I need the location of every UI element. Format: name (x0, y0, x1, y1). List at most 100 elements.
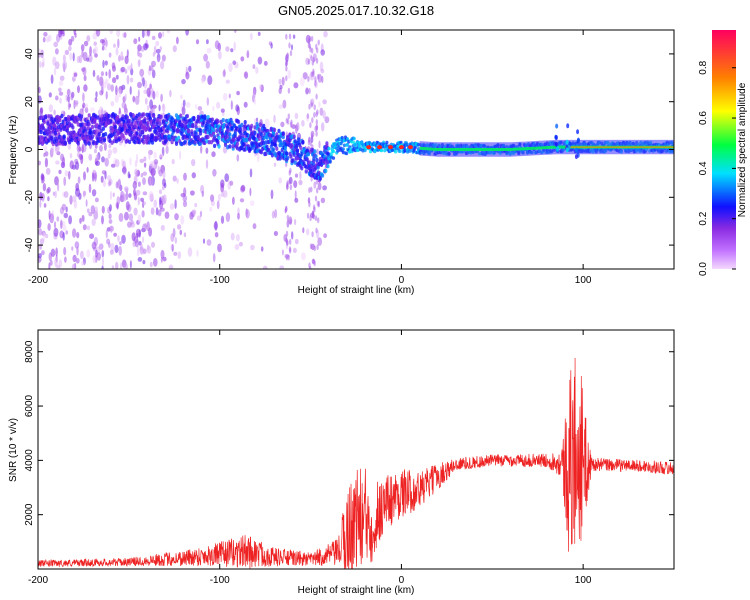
noise-blob (39, 60, 42, 69)
x-tick-label: -100 (210, 275, 230, 286)
noise-blob (172, 175, 177, 182)
noise-blob (101, 257, 105, 267)
noise-blob (162, 199, 167, 205)
noise-blob (114, 159, 120, 168)
noise-blob (252, 89, 256, 99)
snr-frame (37, 329, 675, 570)
noise-blob (313, 206, 316, 213)
noise-blob (170, 233, 175, 242)
noise-blob (239, 198, 245, 203)
noise-blob (42, 183, 47, 192)
ridge-blob (39, 129, 43, 135)
y-tick-label: -40 (24, 237, 35, 252)
noise-blob (232, 196, 235, 205)
ridge-blob (313, 149, 317, 154)
noise-blob (64, 256, 67, 263)
noise-blob (137, 59, 140, 67)
noise-blob (288, 178, 291, 185)
spectrogram-y-label: Frequency (Hz) (8, 116, 19, 185)
noise-blob (255, 117, 259, 123)
noise-blob (118, 55, 121, 62)
ridge-blob (315, 158, 319, 163)
snr-series-line (37, 358, 675, 570)
noise-blob (249, 187, 252, 197)
noise-blob (197, 106, 203, 111)
noise-blob (162, 31, 165, 38)
noise-blob (270, 42, 273, 49)
noise-blob (257, 152, 260, 163)
noise-blob (308, 43, 312, 50)
noise-blob (66, 88, 71, 96)
noise-blob (107, 149, 113, 156)
noise-blob (142, 191, 148, 196)
ridge-blob (243, 120, 247, 125)
ridge-blob (183, 139, 187, 144)
noise-blob (316, 187, 319, 194)
noise-blob (112, 77, 117, 84)
noise-blob (288, 169, 291, 176)
ridge-blob (206, 134, 210, 140)
noise-blob (91, 189, 97, 197)
noise-blob (101, 156, 105, 163)
noise-blob (292, 247, 297, 254)
noise-blob (294, 238, 299, 245)
noise-blob (53, 109, 56, 116)
noise-blob (136, 232, 139, 239)
noise-blob (177, 224, 182, 230)
noise-blob (205, 159, 209, 169)
noise-blob (273, 114, 276, 123)
noise-blob (108, 143, 112, 149)
colorbar-ticks: 0.0 0.2 0.4 0.6 0.8 (698, 60, 736, 276)
noise-blob (160, 60, 165, 70)
noise-blob (182, 99, 186, 108)
noise-blob (99, 244, 102, 249)
noise-blob (311, 98, 315, 103)
noise-blob (278, 78, 282, 85)
noise-blob (294, 173, 299, 178)
noise-blob (101, 46, 105, 51)
noise-blob (294, 218, 297, 226)
noise-blob (315, 119, 318, 126)
noise-blob (68, 170, 71, 180)
ridge-blob (170, 139, 174, 145)
noise-blob (104, 157, 109, 167)
noise-blob (86, 249, 91, 258)
noise-blob (69, 52, 73, 61)
noise-blob (50, 74, 54, 84)
ridge-blob (128, 139, 132, 145)
noise-blob (53, 41, 58, 48)
ridge-hotspot (377, 145, 383, 150)
noise-blob (124, 93, 127, 102)
noise-blob (260, 246, 264, 252)
noise-blob (142, 177, 146, 186)
noise-blob (205, 147, 209, 154)
noise-blob (195, 39, 200, 45)
noise-blob (115, 74, 119, 80)
ridge-blob (326, 164, 330, 169)
noise-blob (191, 172, 196, 179)
noise-blob (134, 239, 139, 248)
colorbar-gradient (712, 30, 736, 269)
noise-blob (94, 206, 98, 213)
noise-blob (174, 236, 178, 244)
ridge-blob (385, 140, 389, 145)
noise-blob (148, 191, 154, 201)
ridge-hotspot (408, 145, 414, 150)
noise-blob (94, 53, 98, 58)
noise-blob (288, 33, 292, 40)
noise-blob (74, 32, 77, 38)
ridge-blob (122, 136, 126, 141)
noise-blob (76, 144, 81, 153)
noise-blob (148, 227, 153, 237)
noise-blob (236, 90, 240, 96)
noise-blob (264, 118, 270, 129)
ridge-blob (283, 145, 288, 151)
noise-blob (96, 30, 101, 37)
noise-blob (110, 163, 116, 168)
noise-blob (308, 36, 312, 42)
noise-blob (58, 30, 64, 35)
noise-blob (157, 57, 160, 63)
noise-blob (307, 139, 311, 146)
noise-blob (90, 205, 96, 214)
ridge-blob (258, 122, 262, 127)
